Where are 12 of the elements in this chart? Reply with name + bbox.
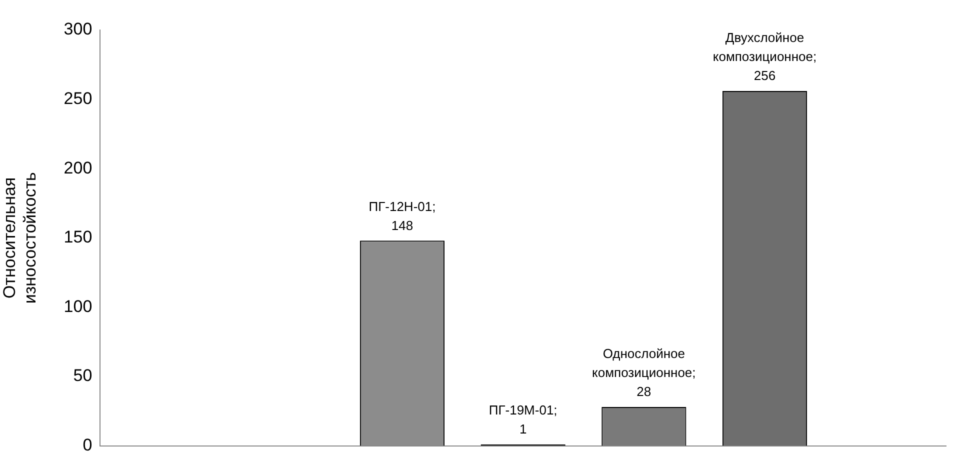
y-tick-label: 0	[82, 435, 92, 454]
y-tick-label: 150	[64, 228, 92, 247]
data-label: ПГ-19М-01; 1	[488, 402, 558, 436]
data-label: Двухслойное композиционное; 256	[712, 30, 817, 84]
y-tick-label: 100	[64, 296, 92, 316]
y-tick-label: 200	[64, 158, 92, 178]
y-tick-label: 50	[73, 366, 92, 386]
y-axis-title: Относительная износостойкость	[0, 172, 40, 304]
y-tick-label: 300	[64, 20, 92, 39]
data-label: ПГ-12Н-01; 148	[368, 198, 436, 233]
y-tick-label: 250	[64, 88, 92, 108]
data-label: Однослойное композиционное; 28	[592, 346, 696, 400]
